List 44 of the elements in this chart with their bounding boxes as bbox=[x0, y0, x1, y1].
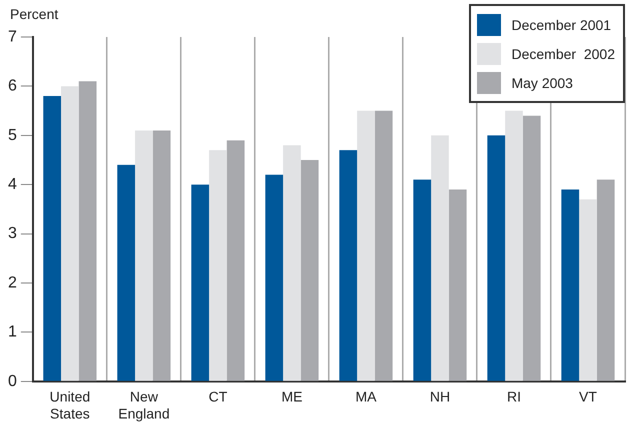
bar bbox=[265, 174, 284, 381]
bar bbox=[579, 199, 597, 381]
x-tick-label: United States bbox=[50, 388, 90, 422]
y-tick-label: 5 bbox=[8, 126, 17, 144]
x-tick-label: MA bbox=[355, 388, 378, 405]
bar bbox=[226, 140, 245, 381]
bar bbox=[522, 116, 541, 381]
bar bbox=[152, 130, 171, 381]
bar bbox=[374, 110, 393, 381]
x-tick-label: VT bbox=[579, 388, 598, 405]
x-tick-label: RI bbox=[506, 388, 521, 405]
y-tick-label: 4 bbox=[8, 176, 17, 194]
bar bbox=[209, 150, 227, 381]
legend-label: May 2003 bbox=[511, 74, 573, 90]
bar bbox=[61, 86, 79, 381]
y-tick-label: 3 bbox=[8, 225, 17, 242]
bar bbox=[448, 190, 467, 381]
bar bbox=[117, 164, 136, 381]
bar bbox=[561, 190, 580, 381]
bar bbox=[339, 150, 358, 381]
bar bbox=[135, 130, 153, 381]
bar bbox=[300, 160, 319, 381]
x-tick-label: NH bbox=[430, 388, 450, 405]
bar bbox=[191, 184, 210, 381]
bar bbox=[413, 180, 432, 381]
y-tick-label: 6 bbox=[8, 78, 17, 95]
x-tick-label: ME bbox=[281, 388, 302, 405]
bar bbox=[487, 135, 506, 381]
y-tick-label: 1 bbox=[8, 324, 17, 341]
bar bbox=[357, 110, 375, 381]
y-tick-label: 2 bbox=[8, 274, 17, 292]
x-tick-label: CT bbox=[208, 388, 228, 405]
bar bbox=[505, 110, 523, 381]
bar bbox=[283, 145, 301, 381]
legend-label: December 2002 bbox=[511, 46, 615, 62]
y-tick-label: 7 bbox=[8, 28, 17, 46]
y-axis-title: Percent bbox=[10, 6, 58, 22]
bar bbox=[431, 135, 449, 381]
bar bbox=[78, 81, 97, 381]
bar bbox=[43, 96, 62, 381]
x-tick-label: New England bbox=[118, 388, 170, 422]
y-tick-label: 0 bbox=[8, 372, 17, 390]
legend-label: December 2001 bbox=[511, 16, 612, 32]
bar bbox=[596, 180, 615, 381]
